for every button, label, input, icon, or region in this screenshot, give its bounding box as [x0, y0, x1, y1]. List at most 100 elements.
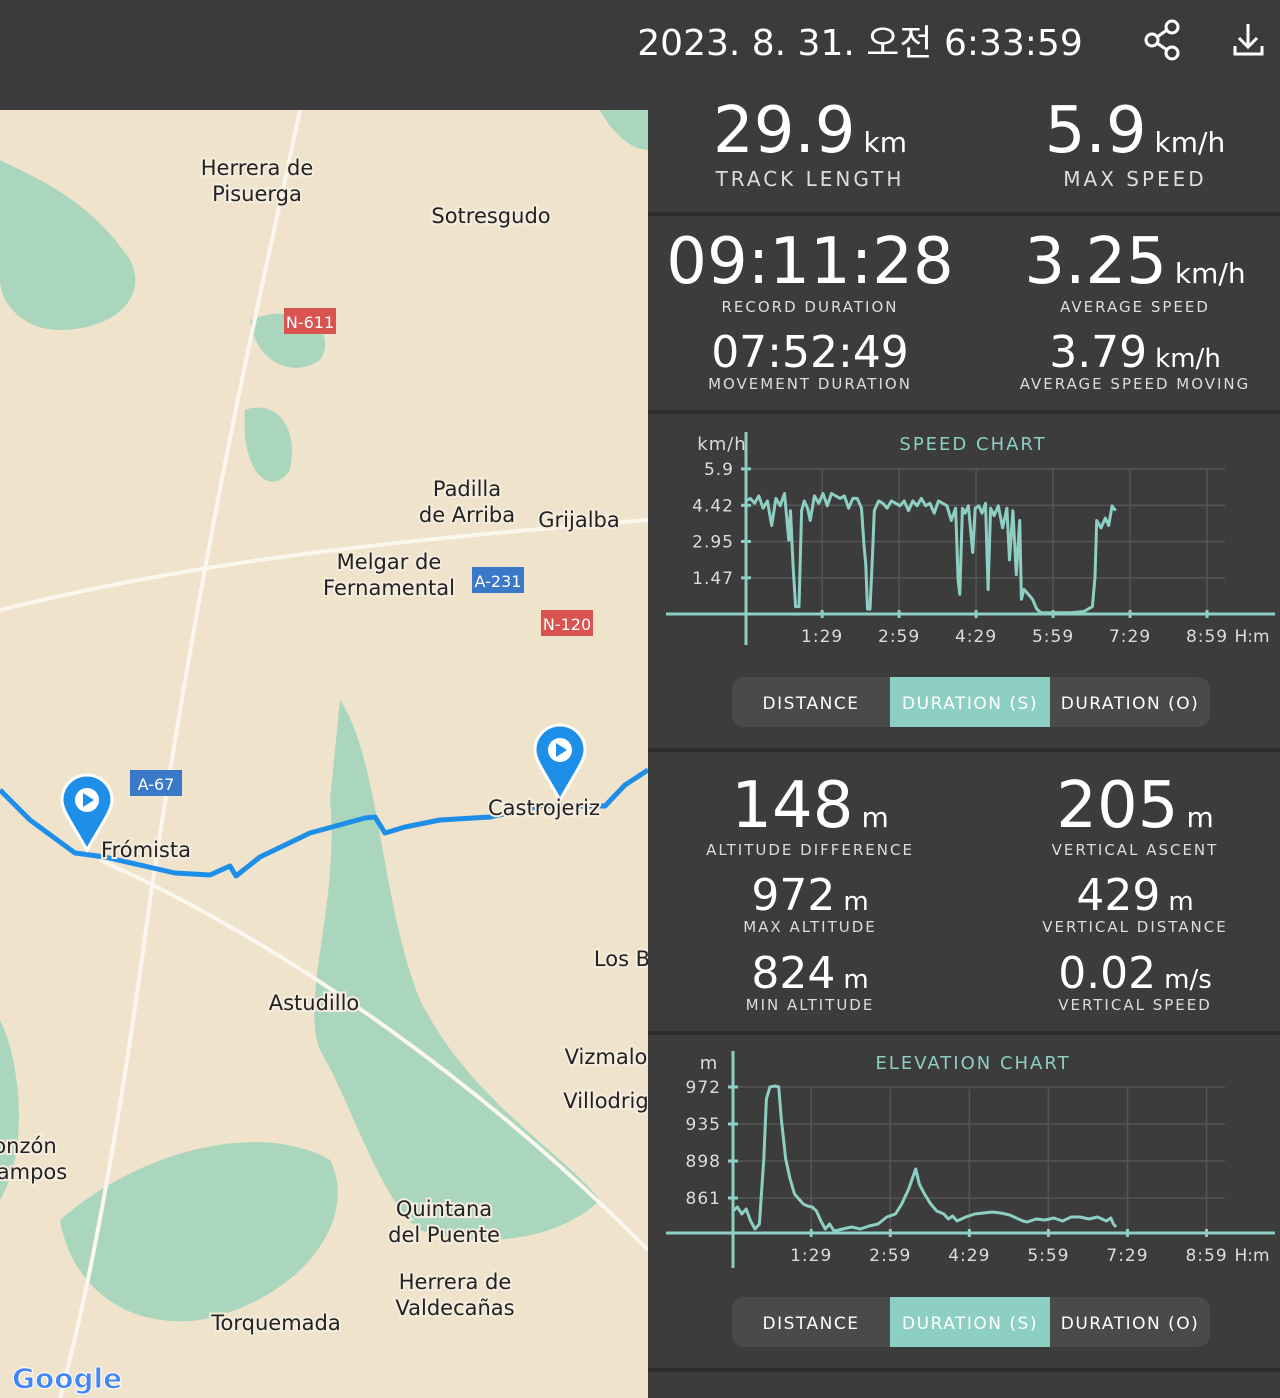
- stat-unit: km/h: [1175, 257, 1246, 290]
- stat-value-line: 29.9 km: [713, 94, 907, 168]
- x-tick-label: 7:29: [1106, 1246, 1148, 1266]
- stat-value: 824: [751, 948, 835, 999]
- stat-unit: m: [843, 965, 868, 995]
- share-icon[interactable]: [1144, 19, 1180, 61]
- map-label: Castrojeriz: [488, 796, 600, 820]
- stat-value: 0.02: [1058, 948, 1156, 999]
- stat-unit: m/s: [1164, 965, 1212, 995]
- stat-value: 205: [1056, 769, 1178, 843]
- stat-label: RECORD DURATION: [722, 298, 899, 316]
- stat-label: MIN ALTITUDE: [746, 996, 875, 1014]
- map-label: Quintana: [396, 1197, 492, 1221]
- end-marker[interactable]: [533, 723, 587, 804]
- x-tick-label: 5:59: [1032, 627, 1074, 647]
- y-tick-label: 5.9: [704, 460, 734, 480]
- x-tick-label: 1:29: [790, 1246, 832, 1266]
- data-line: [731, 1084, 1118, 1233]
- stat-value: 07:52:49: [711, 327, 909, 378]
- stat-unit: km: [864, 126, 908, 159]
- y-tick-label: 1.47: [692, 569, 734, 589]
- x-tick-label: 4:29: [955, 627, 997, 647]
- map-label: Melgar de: [337, 550, 442, 574]
- stat-value: 3.79: [1049, 327, 1147, 378]
- y-tick-label: 898: [686, 1152, 721, 1172]
- y-axis-label: km/h: [697, 434, 746, 455]
- map-label: Torquemada: [210, 1311, 340, 1335]
- y-tick-label: 4.42: [692, 496, 734, 516]
- data-line: [745, 492, 1117, 615]
- map-label: Herrera de: [201, 156, 314, 180]
- stat-value-line: 5.9 km/h: [1045, 94, 1225, 168]
- mode-button[interactable]: DURATION (S): [902, 694, 1038, 714]
- x-tick-label: 4:29: [948, 1246, 990, 1266]
- road-label: N-611: [286, 313, 334, 332]
- mode-active: [890, 1297, 1050, 1347]
- map-logo: Google: [12, 1362, 122, 1395]
- mode-active: [890, 677, 1050, 727]
- stat-label: MAX SPEED: [1063, 167, 1206, 191]
- y-tick-label: 861: [686, 1189, 721, 1209]
- map-label: Fernamental: [323, 576, 455, 600]
- map-label: del Puente: [388, 1223, 500, 1247]
- stat-label: ALTITUDE DIFFERENCE: [706, 841, 914, 859]
- road-badge: [541, 610, 593, 636]
- road-badge: [472, 567, 524, 593]
- mode-button[interactable]: DISTANCE: [763, 694, 860, 714]
- map-label: Los B: [594, 947, 650, 971]
- x-tick-label: 8:59: [1186, 627, 1228, 647]
- map-label: Villodrig: [563, 1089, 648, 1113]
- mode-button[interactable]: DURATION (O): [1061, 694, 1200, 714]
- map-label: onzón: [0, 1134, 57, 1158]
- stat-value-line: 824 m: [751, 948, 868, 999]
- stat-label: AVERAGE SPEED MOVING: [1020, 375, 1251, 393]
- stat-value: 5.9: [1045, 94, 1147, 168]
- mode-button[interactable]: DURATION (O): [1061, 1314, 1200, 1334]
- start-marker[interactable]: [60, 773, 114, 854]
- stat-value-line: 429 m: [1076, 870, 1193, 921]
- road-badge: [130, 770, 182, 796]
- mode-button[interactable]: DURATION (S): [902, 1314, 1038, 1334]
- top-bar: [0, 0, 1280, 110]
- road-label: A-67: [138, 775, 175, 794]
- x-tick-label: 2:59: [869, 1246, 911, 1266]
- x-tick-label: 1:29: [801, 627, 843, 647]
- stat-unit: km/h: [1155, 126, 1226, 159]
- stat-label: VERTICAL SPEED: [1058, 996, 1212, 1014]
- map-label: Pisuerga: [212, 182, 302, 206]
- map-label: ampos: [0, 1160, 67, 1184]
- stat-value-line: 0.02 m/s: [1058, 948, 1212, 999]
- map-label: Valdecañas: [395, 1296, 514, 1320]
- mode-button[interactable]: DISTANCE: [763, 1314, 860, 1334]
- stat-value: 3.25: [1024, 225, 1167, 299]
- map-label: Astudillo: [269, 991, 360, 1015]
- stat-unit: m: [1186, 801, 1213, 834]
- x-axis-label: H:m: [1234, 627, 1269, 647]
- stat-value: 29.9: [713, 94, 856, 168]
- stat-value-line: 972 m: [751, 870, 868, 921]
- stat-value-line: 09:11:28: [666, 225, 953, 299]
- stat-value: 972: [751, 870, 835, 921]
- map-label: Padilla: [433, 477, 501, 501]
- road-label: N-120: [543, 615, 591, 634]
- stat-value: 09:11:28: [666, 225, 953, 299]
- route: [0, 767, 648, 879]
- map-label: Vizmalo: [565, 1045, 648, 1069]
- road-label: A-231: [475, 572, 522, 591]
- map-label: Grijalba: [538, 508, 619, 532]
- map-label: Herrera de: [399, 1270, 512, 1294]
- stat-value: 429: [1076, 870, 1160, 921]
- stat-label: VERTICAL ASCENT: [1052, 841, 1219, 859]
- title: 2023. 8. 31. 오전 6:33:59: [637, 23, 1082, 64]
- stat-label: VERTICAL DISTANCE: [1042, 918, 1227, 936]
- download-icon[interactable]: [1233, 24, 1264, 56]
- stat-value-line: 3.79 km/h: [1049, 327, 1221, 378]
- stat-label: MAX ALTITUDE: [743, 918, 877, 936]
- map-label: Frómista: [101, 838, 191, 862]
- x-tick-label: 2:59: [878, 627, 920, 647]
- map-roads: [0, 110, 648, 1398]
- y-tick-label: 2.95: [692, 532, 734, 552]
- map-label: Sotresgudo: [431, 204, 550, 228]
